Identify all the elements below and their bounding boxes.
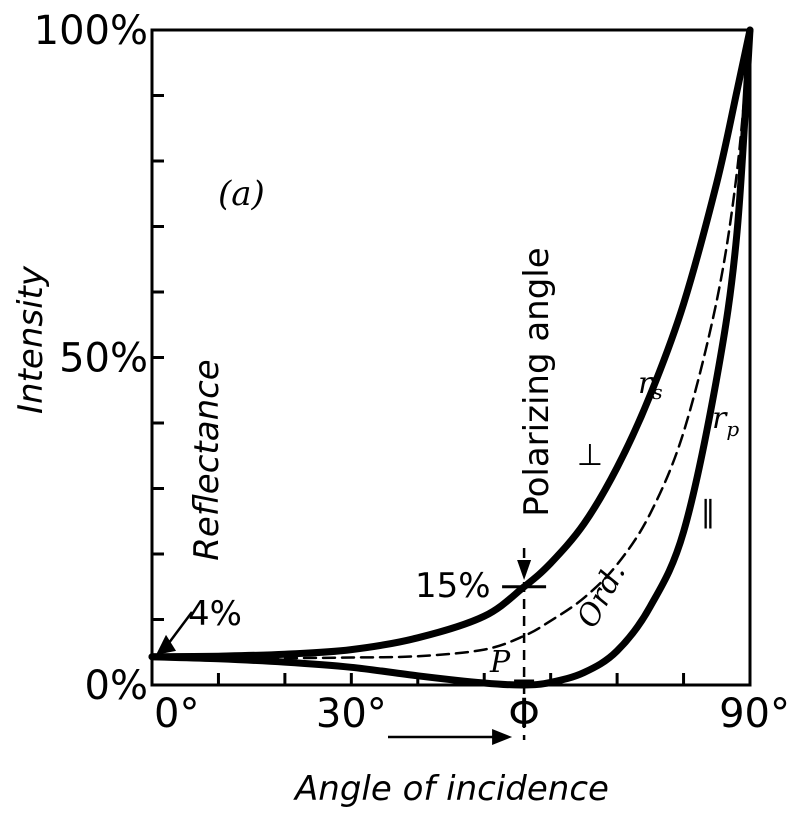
rp-subscript: p bbox=[726, 417, 739, 441]
polarizing-value-label: 15% bbox=[415, 566, 491, 606]
reflectance-label: Reflectance bbox=[187, 359, 227, 560]
curve-ord bbox=[150, 28, 752, 660]
curves bbox=[148, 26, 754, 689]
curve-rp bbox=[148, 26, 754, 689]
polarizing-arrowhead bbox=[517, 560, 532, 580]
rs-subscript: s bbox=[652, 380, 662, 404]
start-value-label: 4% bbox=[188, 594, 242, 634]
y-tick-label: 0% bbox=[85, 663, 148, 709]
curve-rs bbox=[148, 26, 754, 661]
parallel-mark: ∥ bbox=[701, 495, 716, 530]
x-axis-title: Angle of incidence bbox=[293, 769, 609, 809]
rp-label: rp bbox=[712, 401, 739, 441]
start-value-arrowhead bbox=[156, 634, 176, 655]
y-tick-label: 50% bbox=[59, 336, 148, 382]
ticks: 0% 50% 100% 0° 30° Φ 90° bbox=[34, 8, 790, 737]
y-tick-label: 100% bbox=[34, 8, 148, 54]
ord-label: Ord. bbox=[570, 557, 633, 633]
x-tick-label: 30° bbox=[316, 691, 387, 737]
increase-arrowhead bbox=[492, 729, 513, 745]
brewster-point-label: P bbox=[489, 645, 511, 680]
x-tick-label: 90° bbox=[719, 691, 790, 737]
polarizing-angle-label: Polarizing angle bbox=[517, 247, 557, 516]
perpendicular-mark: ⊥ bbox=[577, 438, 603, 473]
y-axis-title: Intensity bbox=[11, 265, 51, 414]
x-tick-label: 0° bbox=[154, 691, 199, 737]
panel-label: (a) bbox=[218, 174, 265, 214]
start-value-arrow-shaft bbox=[164, 611, 194, 648]
x-tick-label: Φ bbox=[508, 691, 539, 737]
